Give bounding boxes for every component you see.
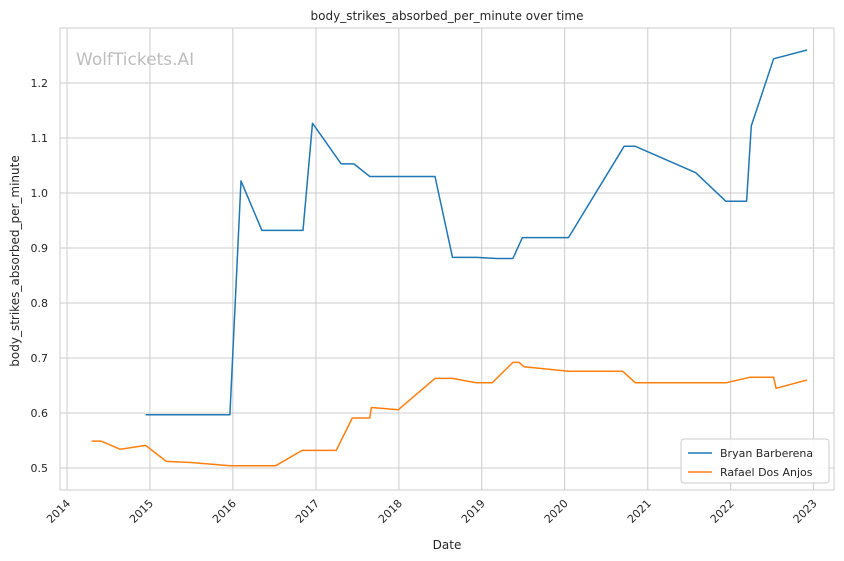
y-tick-label: 0.8 bbox=[31, 297, 49, 310]
legend: Bryan Barberena Rafael Dos Anjos bbox=[680, 438, 830, 484]
series-lines bbox=[91, 49, 808, 467]
x-tick-label: 2014 bbox=[44, 497, 73, 526]
y-tick-label: 1.0 bbox=[31, 187, 49, 200]
y-axis-title: body_strikes_absorbed_per_minute bbox=[8, 155, 22, 366]
x-tick-label: 2023 bbox=[791, 497, 820, 526]
watermark-text: WolfTickets.AI bbox=[76, 50, 194, 70]
x-axis-title: Date bbox=[433, 538, 462, 552]
x-axis-ticks: 2014 2015 2016 2017 2018 2019 2020 2021 2022 2023 bbox=[44, 497, 820, 526]
y-tick-label: 0.9 bbox=[31, 242, 49, 255]
gridlines bbox=[60, 28, 834, 490]
chart-title: body_strikes_absorbed_per_minute over ti… bbox=[311, 9, 584, 23]
x-tick-label: 2017 bbox=[293, 497, 322, 526]
x-tick-label: 2016 bbox=[210, 497, 239, 526]
legend-box bbox=[680, 438, 830, 484]
x-tick-label: 2020 bbox=[542, 497, 571, 526]
series-line-2 bbox=[91, 361, 808, 467]
x-tick-label: 2021 bbox=[625, 497, 654, 526]
legend-label: Bryan Barberena bbox=[720, 447, 813, 460]
y-tick-label: 0.7 bbox=[31, 352, 49, 365]
y-tick-label: 0.5 bbox=[31, 462, 49, 475]
x-tick-label: 2015 bbox=[127, 497, 156, 526]
x-tick-label: 2018 bbox=[376, 497, 405, 526]
x-tick-label: 2019 bbox=[459, 497, 488, 526]
series-line-1 bbox=[145, 49, 808, 416]
x-tick-label: 2022 bbox=[708, 497, 737, 526]
y-tick-label: 1.2 bbox=[31, 77, 49, 90]
legend-label: Rafael Dos Anjos bbox=[720, 466, 813, 479]
plot-area-border bbox=[59, 27, 835, 491]
y-tick-label: 0.6 bbox=[31, 407, 49, 420]
y-tick-label: 1.1 bbox=[31, 132, 49, 145]
y-axis-ticks: 0.5 0.6 0.7 0.8 0.9 1.0 1.1 1.2 bbox=[31, 77, 49, 475]
